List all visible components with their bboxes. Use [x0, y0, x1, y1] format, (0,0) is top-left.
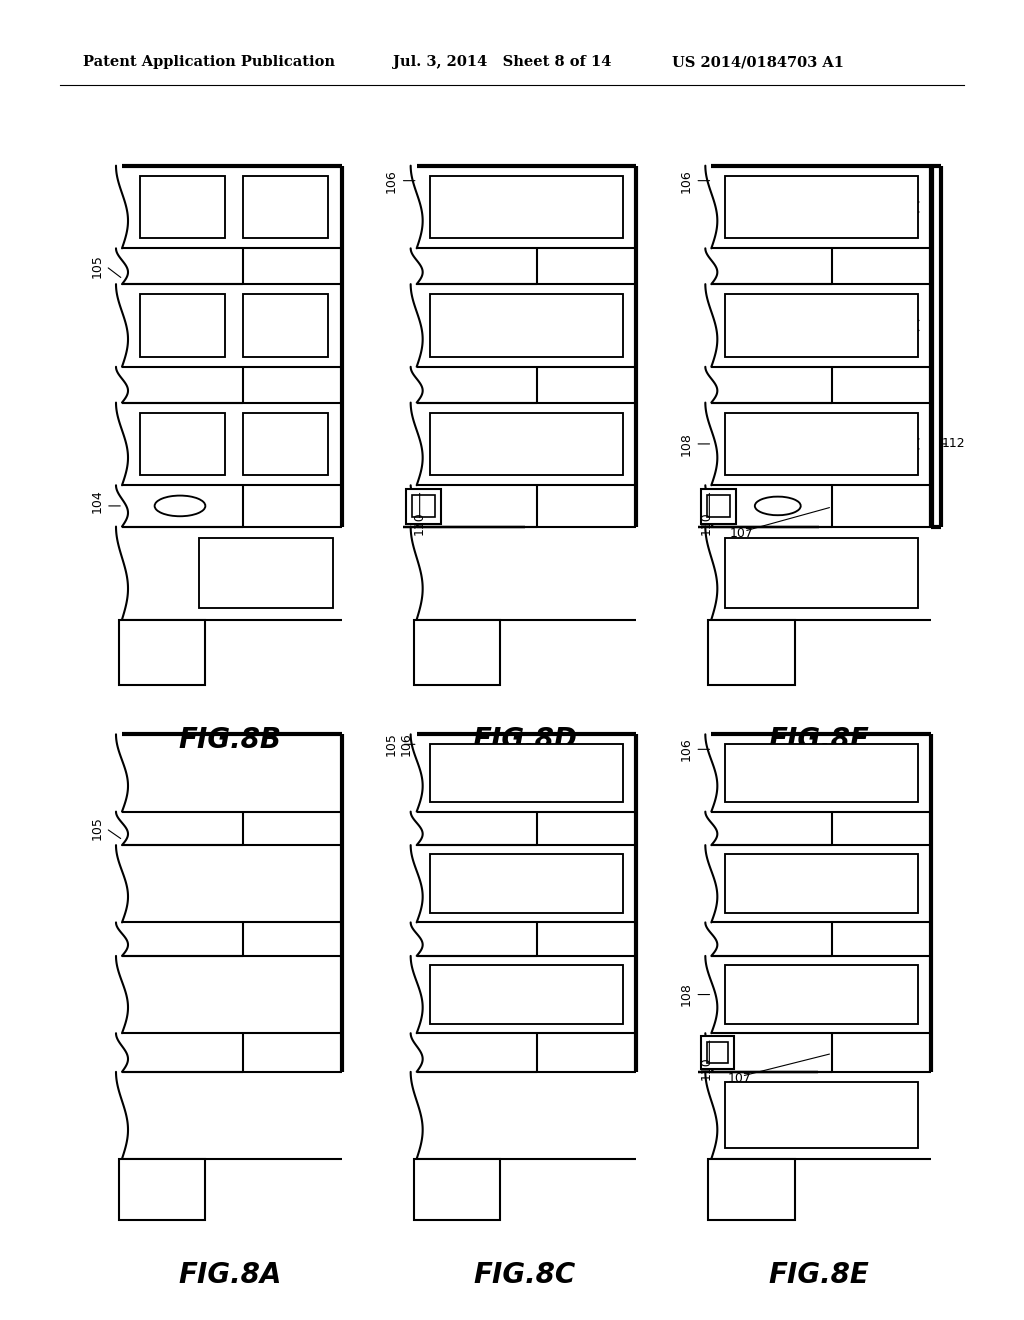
Bar	[708, 495, 729, 517]
Text: 108: 108	[680, 982, 693, 1006]
Text: 105: 105	[90, 817, 103, 841]
Bar	[139, 294, 224, 356]
Text: 106: 106	[385, 169, 398, 193]
Text: 105: 105	[385, 733, 398, 756]
Text: 104: 104	[90, 488, 103, 512]
Text: 107: 107	[729, 528, 754, 540]
Bar	[709, 619, 795, 685]
Text: 110: 110	[413, 511, 426, 535]
Bar	[430, 176, 624, 239]
Bar	[725, 1082, 918, 1148]
Bar	[708, 1043, 728, 1063]
Bar	[414, 1159, 500, 1220]
Bar	[725, 413, 918, 475]
Bar	[430, 743, 624, 803]
Text: 110: 110	[699, 511, 713, 535]
Text: Patent Application Publication: Patent Application Publication	[83, 55, 335, 69]
Text: FIG.8B: FIG.8B	[178, 726, 282, 754]
Text: Jul. 3, 2014   Sheet 8 of 14: Jul. 3, 2014 Sheet 8 of 14	[393, 55, 611, 69]
Bar	[244, 294, 329, 356]
Text: 106: 106	[680, 169, 693, 193]
Bar	[407, 488, 441, 524]
Bar	[119, 1159, 206, 1220]
Text: 110: 110	[699, 1057, 713, 1081]
Bar	[725, 965, 918, 1024]
Bar	[725, 537, 918, 609]
Bar	[244, 176, 329, 239]
Text: 107: 107	[727, 1072, 751, 1085]
Bar	[430, 294, 624, 356]
Bar	[700, 488, 736, 524]
Bar	[119, 619, 206, 685]
Bar	[725, 743, 918, 803]
Bar	[414, 619, 500, 685]
Bar	[725, 854, 918, 913]
Text: FIG.8F: FIG.8F	[769, 726, 869, 754]
Bar	[725, 176, 918, 239]
Bar	[199, 537, 333, 609]
Text: 105: 105	[90, 255, 103, 279]
Bar	[430, 413, 624, 475]
Bar	[139, 413, 224, 475]
Text: FIG.8E: FIG.8E	[769, 1261, 869, 1290]
Text: 108: 108	[680, 432, 693, 455]
Text: FIG.8D: FIG.8D	[472, 726, 577, 754]
Bar	[709, 1159, 795, 1220]
Bar	[244, 413, 329, 475]
Text: 112: 112	[941, 437, 965, 450]
Bar	[430, 965, 624, 1024]
Text: FIG.8C: FIG.8C	[473, 1261, 575, 1290]
Bar	[413, 495, 435, 517]
Text: FIG.8A: FIG.8A	[178, 1261, 282, 1290]
Text: 106: 106	[400, 733, 413, 756]
Bar	[725, 294, 918, 356]
Bar	[701, 1036, 734, 1069]
Bar	[430, 854, 624, 913]
Text: 106: 106	[680, 738, 693, 762]
Text: US 2014/0184703 A1: US 2014/0184703 A1	[672, 55, 844, 69]
Bar	[139, 176, 224, 239]
